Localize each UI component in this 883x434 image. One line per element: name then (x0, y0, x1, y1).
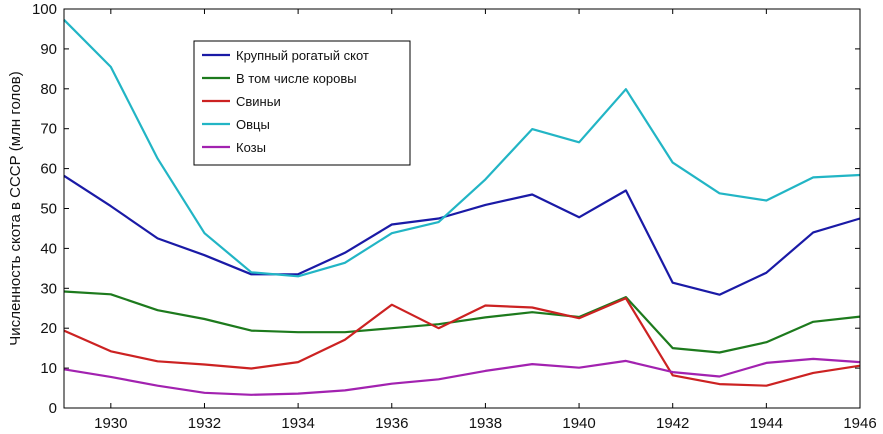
y-tick-label: 0 (49, 400, 57, 417)
x-tick-label: 1932 (188, 415, 221, 432)
legend-label: В том числе коровы (236, 71, 357, 86)
y-tick-label: 10 (40, 360, 57, 377)
x-tick-label: 1938 (469, 415, 502, 432)
series-line-2 (63, 290, 861, 354)
series-line-5 (63, 357, 861, 396)
x-tick-label: 1936 (375, 415, 408, 432)
y-tick-label: 70 (40, 121, 57, 138)
legend: Крупный рогатый скот В том числе коровы Св… (193, 40, 411, 166)
series-line-3 (63, 297, 861, 387)
x-axis-ticks: 1930 1932 1934 1936 1938 1940 1942 1944 1946 (94, 9, 877, 432)
y-tick-label: 20 (40, 320, 57, 337)
series-line-1 (63, 174, 861, 296)
x-tick-label: 1934 (281, 415, 314, 432)
y-tick-label: 60 (40, 161, 57, 178)
y-tick-label: 90 (40, 41, 57, 58)
x-tick-label: 1944 (750, 415, 783, 432)
y-tick-label: 40 (40, 240, 57, 257)
y-tick-label: 100 (32, 1, 57, 18)
x-tick-label: 1942 (656, 415, 689, 432)
x-tick-label: 1940 (562, 415, 595, 432)
legend-label: Козы (236, 140, 266, 155)
legend-label: Овцы (236, 117, 270, 132)
x-tick-label: 1930 (94, 415, 127, 432)
legend-label: Свиньи (236, 94, 281, 109)
series-line-4 (63, 19, 861, 278)
plot-frame (63, 8, 861, 409)
y-tick-label: 50 (40, 201, 57, 218)
series-lines (63, 19, 861, 396)
y-tick-label: 80 (40, 81, 57, 98)
y-axis-ticks: 0 10 20 30 40 50 60 70 80 90 100 (32, 1, 860, 417)
y-axis-title: Численность скота в СССР (млн голов) (7, 71, 24, 345)
x-tick-label: 1946 (843, 415, 876, 432)
legend-label: Крупный рогатый скот (236, 48, 369, 63)
legend-box (193, 40, 411, 166)
y-tick-label: 30 (40, 280, 57, 297)
